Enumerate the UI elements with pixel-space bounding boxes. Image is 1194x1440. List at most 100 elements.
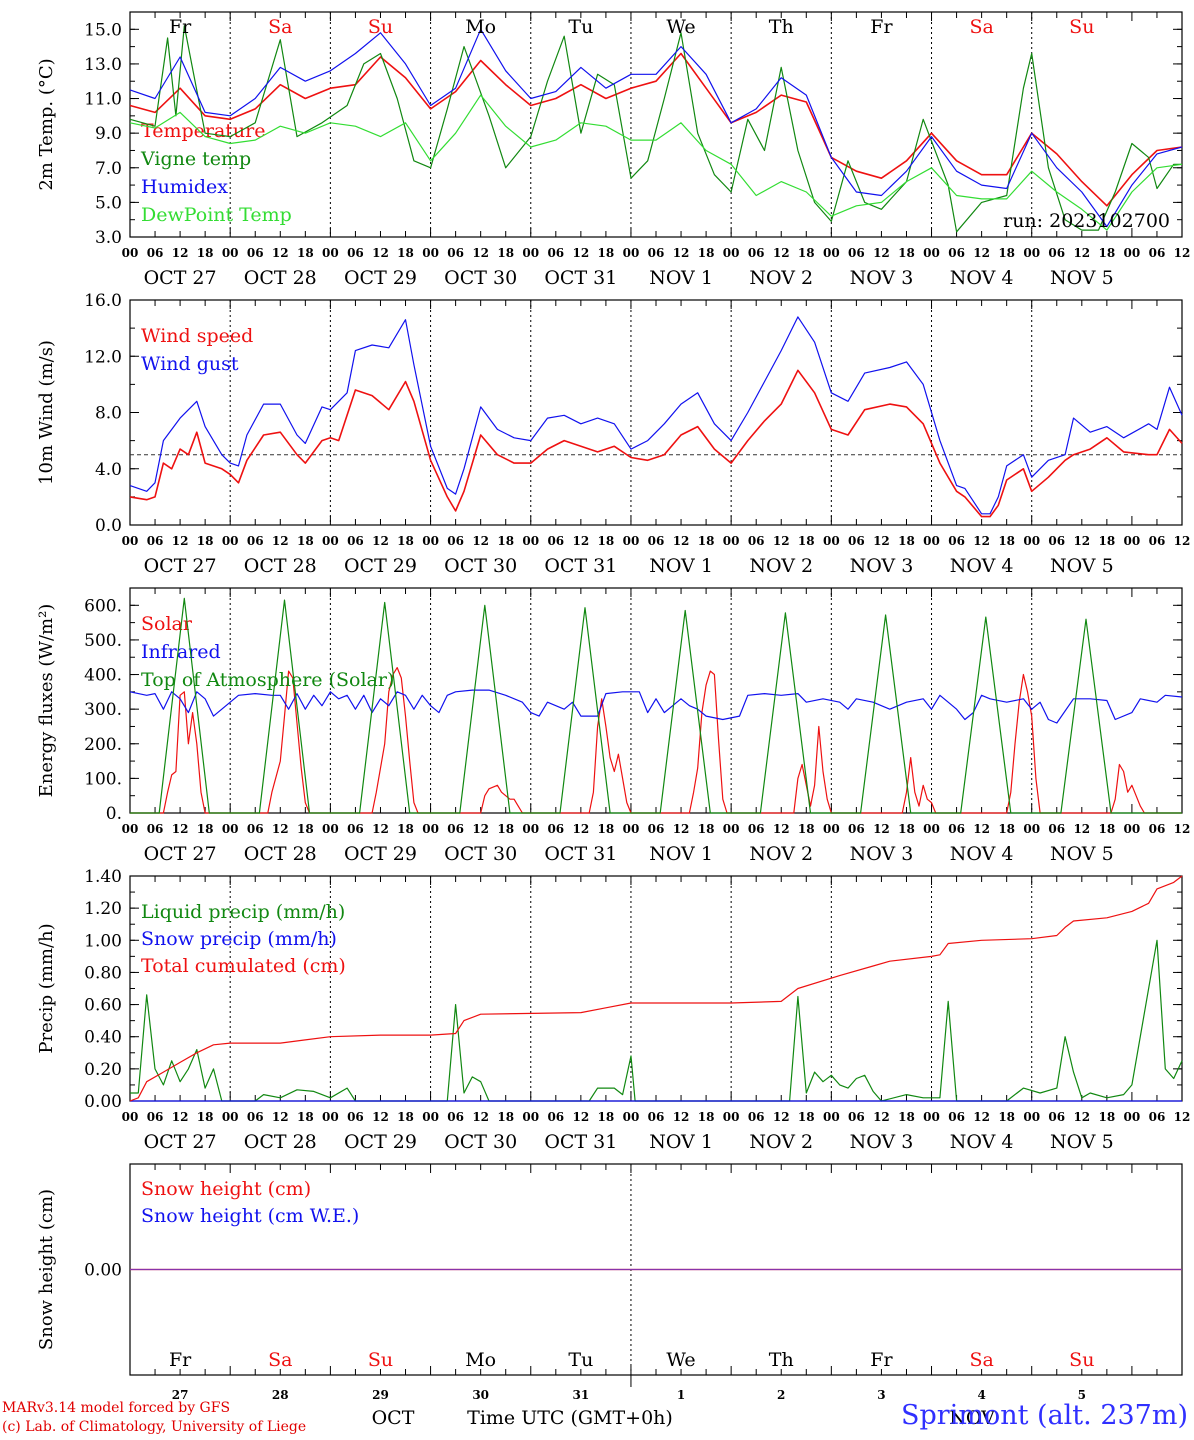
hour-tick-label: 00 <box>923 1110 940 1124</box>
date-label: OCT 31 <box>544 1131 617 1153</box>
weekday-label: Su <box>368 1349 393 1371</box>
hour-tick-label: 18 <box>397 822 414 836</box>
hour-tick-label: 00 <box>1023 1110 1040 1124</box>
hour-tick-label: 12 <box>773 1110 790 1124</box>
hour-tick-label: 12 <box>773 822 790 836</box>
date-label: OCT 30 <box>444 555 517 577</box>
series-line-vigne-temp <box>129 25 1182 233</box>
date-label: OCT 28 <box>244 1131 317 1153</box>
hour-tick-label: 06 <box>247 822 264 836</box>
hour-tick-label: 00 <box>422 1110 439 1124</box>
hour-tick-label: 00 <box>723 246 740 260</box>
date-label: OCT 29 <box>344 555 417 577</box>
series-line-dewpoint-temp <box>129 94 1183 231</box>
hour-tick-label: 06 <box>848 1110 865 1124</box>
hour-tick-label: 06 <box>1149 534 1166 548</box>
date-label: OCT 27 <box>144 267 217 289</box>
hour-tick-label: 00 <box>122 1110 139 1124</box>
date-label: OCT 29 <box>344 1131 417 1153</box>
y-tick-label: 3.0 <box>95 228 122 248</box>
hour-tick-label: 00 <box>122 246 139 260</box>
date-label: OCT 30 <box>444 843 517 865</box>
hour-tick-label: 12 <box>673 534 690 548</box>
hour-tick-label: 06 <box>1149 1110 1166 1124</box>
hour-tick-label: 06 <box>948 1110 965 1124</box>
date-label: NOV 3 <box>850 267 914 289</box>
hour-tick-label: 00 <box>222 246 239 260</box>
y-tick-label: 12.0 <box>84 347 122 367</box>
series-line-humidex <box>129 28 1183 228</box>
weekday-label: Sa <box>969 16 993 38</box>
hour-tick-label: 18 <box>598 246 615 260</box>
y-tick-label: 11.0 <box>84 90 122 110</box>
hour-tick-label: 00 <box>222 534 239 548</box>
panel-temp: 00 06 12 18 00 06 12 18 00 06 12 18 00 06 12 18 00 06 12 18… <box>36 11 1190 289</box>
hour-tick-label: 00 <box>422 822 439 836</box>
hour-tick-label: 18 <box>598 1110 615 1124</box>
day-number-label: 2 <box>777 1388 785 1402</box>
hour-tick-label: 12 <box>172 534 189 548</box>
hour-tick-label: 18 <box>998 534 1015 548</box>
y-tick-label: 100. <box>84 769 122 789</box>
date-label: NOV 5 <box>1050 555 1114 577</box>
hour-tick-label: 06 <box>948 246 965 260</box>
hour-tick-label: 00 <box>1124 822 1141 836</box>
footer-lab-credit: (c) Lab. of Climatology, University of L… <box>2 1419 307 1435</box>
date-label: NOV 1 <box>649 555 713 577</box>
date-label: NOV 3 <box>850 555 914 577</box>
hour-tick-label: 06 <box>1048 246 1065 260</box>
hour-tick-label: 06 <box>748 534 765 548</box>
hour-tick-label: 12 <box>873 246 890 260</box>
date-label: NOV 5 <box>1050 1131 1114 1153</box>
weekday-label: Mo <box>465 16 496 38</box>
hour-tick-label: 06 <box>147 534 164 548</box>
hour-tick-label: 06 <box>748 822 765 836</box>
y-tick-label: 0.60 <box>84 996 122 1016</box>
y-axis-label: Energy fluxes (W/m²) <box>36 604 57 798</box>
y-tick-label: 200. <box>84 735 122 755</box>
hour-tick-label: 12 <box>1073 246 1090 260</box>
weekday-label: We <box>666 1349 695 1371</box>
hour-tick-label: 18 <box>698 246 715 260</box>
day-number-label: 27 <box>172 1388 189 1402</box>
hour-tick-label: 12 <box>372 822 389 836</box>
hour-tick-label: 18 <box>898 534 915 548</box>
hour-tick-label: 06 <box>247 1110 264 1124</box>
hour-tick-label: 06 <box>447 822 464 836</box>
hour-tick-label: 12 <box>973 534 990 548</box>
weekday-label: Tu <box>568 16 593 38</box>
hour-tick-label: 00 <box>723 1110 740 1124</box>
hour-tick-label: 18 <box>197 534 214 548</box>
hour-tick-label: 18 <box>197 246 214 260</box>
hour-tick-label: 00 <box>723 822 740 836</box>
hour-tick-label: 00 <box>1124 1110 1141 1124</box>
date-label: OCT 31 <box>544 267 617 289</box>
hour-tick-label: 12 <box>372 1110 389 1124</box>
hour-tick-label: 06 <box>948 822 965 836</box>
hour-tick-label: 06 <box>648 246 665 260</box>
date-label: NOV 1 <box>649 267 713 289</box>
weekday-label: Sa <box>268 1349 292 1371</box>
hour-tick-label: 00 <box>923 822 940 836</box>
day-number-label: 31 <box>573 1388 590 1402</box>
panel-energy: 00 06 12 18 00 06 12 18 00 06 12 18 00 06 12 18 00 06 12 18… <box>36 587 1190 865</box>
hour-tick-label: 00 <box>623 246 640 260</box>
hour-tick-label: 00 <box>522 246 539 260</box>
day-number-label: 5 <box>1078 1388 1086 1402</box>
legend-entry: Infrared <box>141 641 221 663</box>
y-tick-label: 7.0 <box>95 159 122 179</box>
hour-tick-label: 18 <box>898 822 915 836</box>
hour-tick-label: 00 <box>322 1110 339 1124</box>
hour-tick-label: 00 <box>1023 246 1040 260</box>
date-label: OCT 31 <box>544 555 617 577</box>
hour-tick-label: 12 <box>272 822 289 836</box>
hour-tick-label: 06 <box>447 1110 464 1124</box>
hour-tick-label: 18 <box>497 822 514 836</box>
y-tick-label: 400. <box>84 666 122 686</box>
hour-tick-label: 06 <box>1048 1110 1065 1124</box>
legend-entry: Wind speed <box>141 325 253 347</box>
day-number-label: 3 <box>877 1388 885 1402</box>
hour-tick-label: 18 <box>998 246 1015 260</box>
hour-tick-label: 18 <box>698 534 715 548</box>
